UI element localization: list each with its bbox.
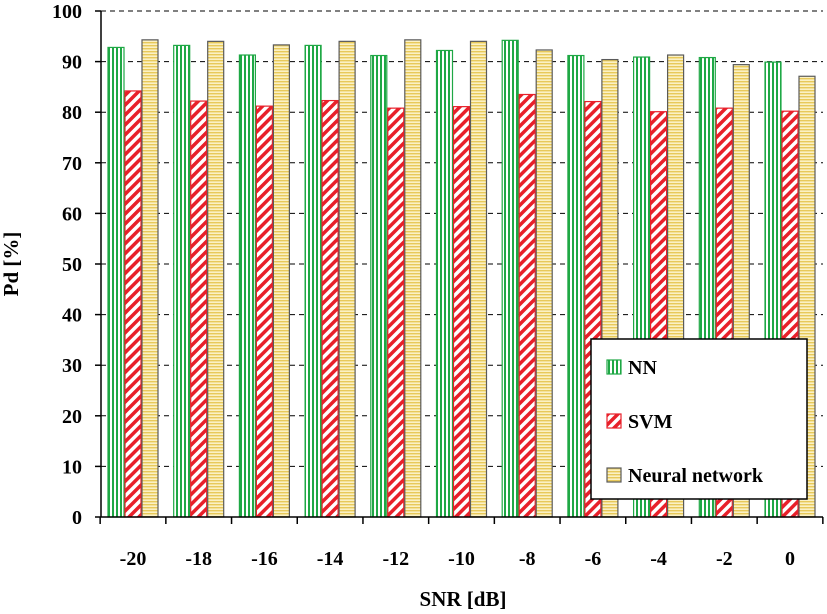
x-axis-label: SNR [dB] bbox=[420, 587, 507, 611]
legend-label-neural-network: Neural network bbox=[628, 465, 764, 487]
bar-svm bbox=[452, 106, 471, 518]
y-axis-label: Pd [%] bbox=[0, 232, 23, 297]
x-tick-label: -18 bbox=[185, 548, 212, 570]
x-tick-label: -4 bbox=[650, 548, 667, 570]
x-tick-label: -14 bbox=[317, 548, 344, 570]
x-tick-label: -8 bbox=[519, 548, 536, 570]
y-tick-label: 60 bbox=[62, 203, 82, 225]
bar-nn bbox=[435, 49, 454, 518]
bar-svm bbox=[255, 105, 273, 518]
bar-nn bbox=[304, 44, 322, 518]
y-tick-label: 50 bbox=[62, 254, 82, 276]
bar-svm bbox=[190, 100, 208, 518]
y-tick-label: 70 bbox=[62, 153, 82, 175]
legend-swatch-neural-network bbox=[606, 467, 622, 483]
bar-nn bbox=[501, 39, 519, 518]
bar-nn bbox=[107, 46, 125, 518]
x-tick-label: -2 bbox=[716, 548, 733, 570]
y-tick-label: 80 bbox=[62, 102, 82, 124]
y-tick-label: 10 bbox=[62, 456, 82, 478]
x-tick-label: 0 bbox=[785, 548, 795, 570]
legend-label-svm: SVM bbox=[628, 411, 673, 433]
bar-neural-network bbox=[338, 40, 356, 518]
axes bbox=[95, 10, 824, 524]
y-tick-label: 90 bbox=[62, 52, 82, 74]
y-tick-label: 30 bbox=[62, 355, 82, 377]
x-tick-label: -16 bbox=[251, 548, 278, 570]
legend-box bbox=[590, 338, 808, 500]
bar-neural-network bbox=[141, 39, 159, 518]
bar-nn bbox=[370, 54, 388, 518]
y-tick-label: 100 bbox=[52, 1, 82, 23]
bar-svm bbox=[321, 99, 339, 518]
x-tick-label: -6 bbox=[585, 548, 602, 570]
bar-neural-network bbox=[535, 49, 553, 518]
legend: NN SVM Neural network bbox=[590, 338, 808, 500]
legend-label-nn: NN bbox=[628, 357, 657, 379]
bar-neural-network bbox=[469, 40, 488, 518]
bar-nn bbox=[173, 44, 191, 518]
y-tick-label: 0 bbox=[72, 507, 82, 529]
bar-svm bbox=[387, 107, 405, 518]
legend-swatch-svm bbox=[606, 413, 622, 429]
x-tick-label: -20 bbox=[120, 548, 147, 570]
bar-neural-network bbox=[272, 44, 290, 518]
y-tick-label: 40 bbox=[62, 305, 82, 327]
bar-neural-network bbox=[404, 39, 422, 518]
x-tick-label: -12 bbox=[382, 548, 409, 570]
y-tick-label: 20 bbox=[62, 406, 82, 428]
bar-svm bbox=[518, 93, 536, 518]
bar-nn bbox=[238, 54, 256, 518]
bar-svm bbox=[124, 90, 142, 518]
bar-neural-network bbox=[207, 40, 225, 518]
bar-nn bbox=[567, 54, 585, 518]
legend-swatch-nn bbox=[606, 359, 622, 375]
x-tick-label: -10 bbox=[448, 548, 475, 570]
